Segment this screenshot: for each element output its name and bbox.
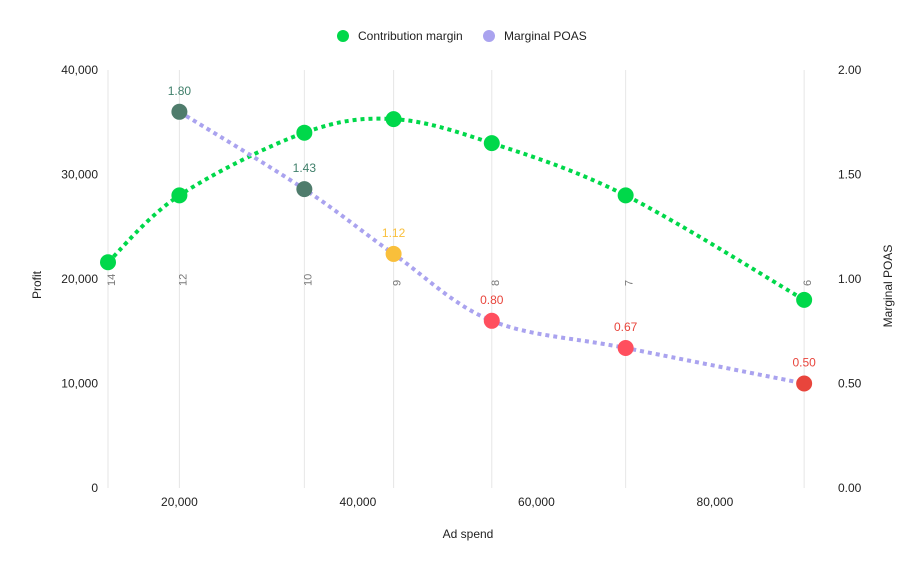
data-label-marginal-poas: 1.12	[382, 226, 406, 240]
y2-axis-ticks: 0.00 0.50 1.00 1.50 2.00	[838, 63, 862, 495]
y-tick-label: 10,000	[61, 377, 98, 391]
x-tick-label: 80,000	[697, 495, 734, 509]
x-tick-label: 60,000	[518, 495, 555, 509]
legend-label-marginal-poas: Marginal POAS	[504, 29, 587, 43]
data-label-marginal-poas: 1.43	[293, 161, 317, 175]
y2-tick-label: 2.00	[838, 63, 862, 77]
series-lines	[106, 110, 806, 386]
vertical-label: 10	[302, 274, 314, 286]
x-axis-ticks: 20,000 40,000 60,000 80,000	[161, 495, 734, 509]
data-labels: 1.80 1.43 1.12 0.80 0.67 0.50	[168, 84, 816, 370]
data-label-marginal-poas: 0.67	[614, 320, 638, 334]
y-axis-ticks: 0 10,000 20,000 30,000 40,000	[61, 63, 98, 495]
vertical-label: 12	[177, 274, 189, 286]
vertical-label: 9	[392, 280, 404, 286]
y2-axis-title: Marginal POAS	[881, 245, 895, 328]
y-axis-title: Profit	[30, 270, 44, 299]
point-contribution-margin	[796, 291, 813, 308]
point-contribution-margin	[617, 187, 634, 204]
y2-tick-label: 0.50	[838, 377, 862, 391]
point-marginal-poas	[796, 375, 813, 392]
point-contribution-margin	[296, 124, 313, 141]
line-marginal-poas	[178, 110, 805, 386]
vertical-label: 8	[490, 280, 502, 286]
point-marginal-poas	[171, 103, 188, 120]
legend: Contribution margin Marginal POAS	[337, 29, 587, 43]
vertical-label: 7	[624, 280, 636, 286]
y2-tick-label: 1.50	[838, 168, 862, 182]
data-label-marginal-poas: 0.80	[480, 293, 504, 307]
line-contribution-margin	[106, 116, 806, 302]
point-marginal-poas	[483, 312, 500, 329]
point-contribution-margin	[100, 254, 116, 271]
y2-tick-label: 1.00	[838, 272, 862, 286]
point-marginal-poas	[385, 245, 402, 262]
vertical-label: 14	[106, 274, 118, 286]
x-tick-label: 20,000	[161, 495, 198, 509]
legend-label-contribution-margin: Contribution margin	[358, 29, 463, 43]
point-contribution-margin	[171, 187, 188, 204]
y-tick-label: 40,000	[61, 63, 98, 77]
point-contribution-margin	[385, 111, 402, 128]
y-tick-label: 0	[91, 481, 98, 495]
x-tick-label: 40,000	[340, 495, 377, 509]
y-tick-label: 20,000	[61, 272, 98, 286]
point-marginal-poas	[296, 181, 313, 198]
point-marginal-poas	[617, 339, 634, 356]
point-contribution-margin	[483, 135, 500, 152]
legend-marker-contribution-margin	[337, 30, 349, 42]
vertical-label: 6	[802, 280, 814, 286]
vertical-labels: 14 12 10 9 8 7 6	[106, 274, 814, 286]
y-tick-label: 30,000	[61, 168, 98, 182]
legend-marker-marginal-poas	[483, 30, 495, 42]
data-label-marginal-poas: 0.50	[792, 356, 816, 370]
data-label-marginal-poas: 1.80	[168, 84, 192, 98]
series-points	[100, 103, 813, 392]
x-axis-title: Ad spend	[443, 527, 494, 541]
y2-tick-label: 0.00	[838, 481, 862, 495]
